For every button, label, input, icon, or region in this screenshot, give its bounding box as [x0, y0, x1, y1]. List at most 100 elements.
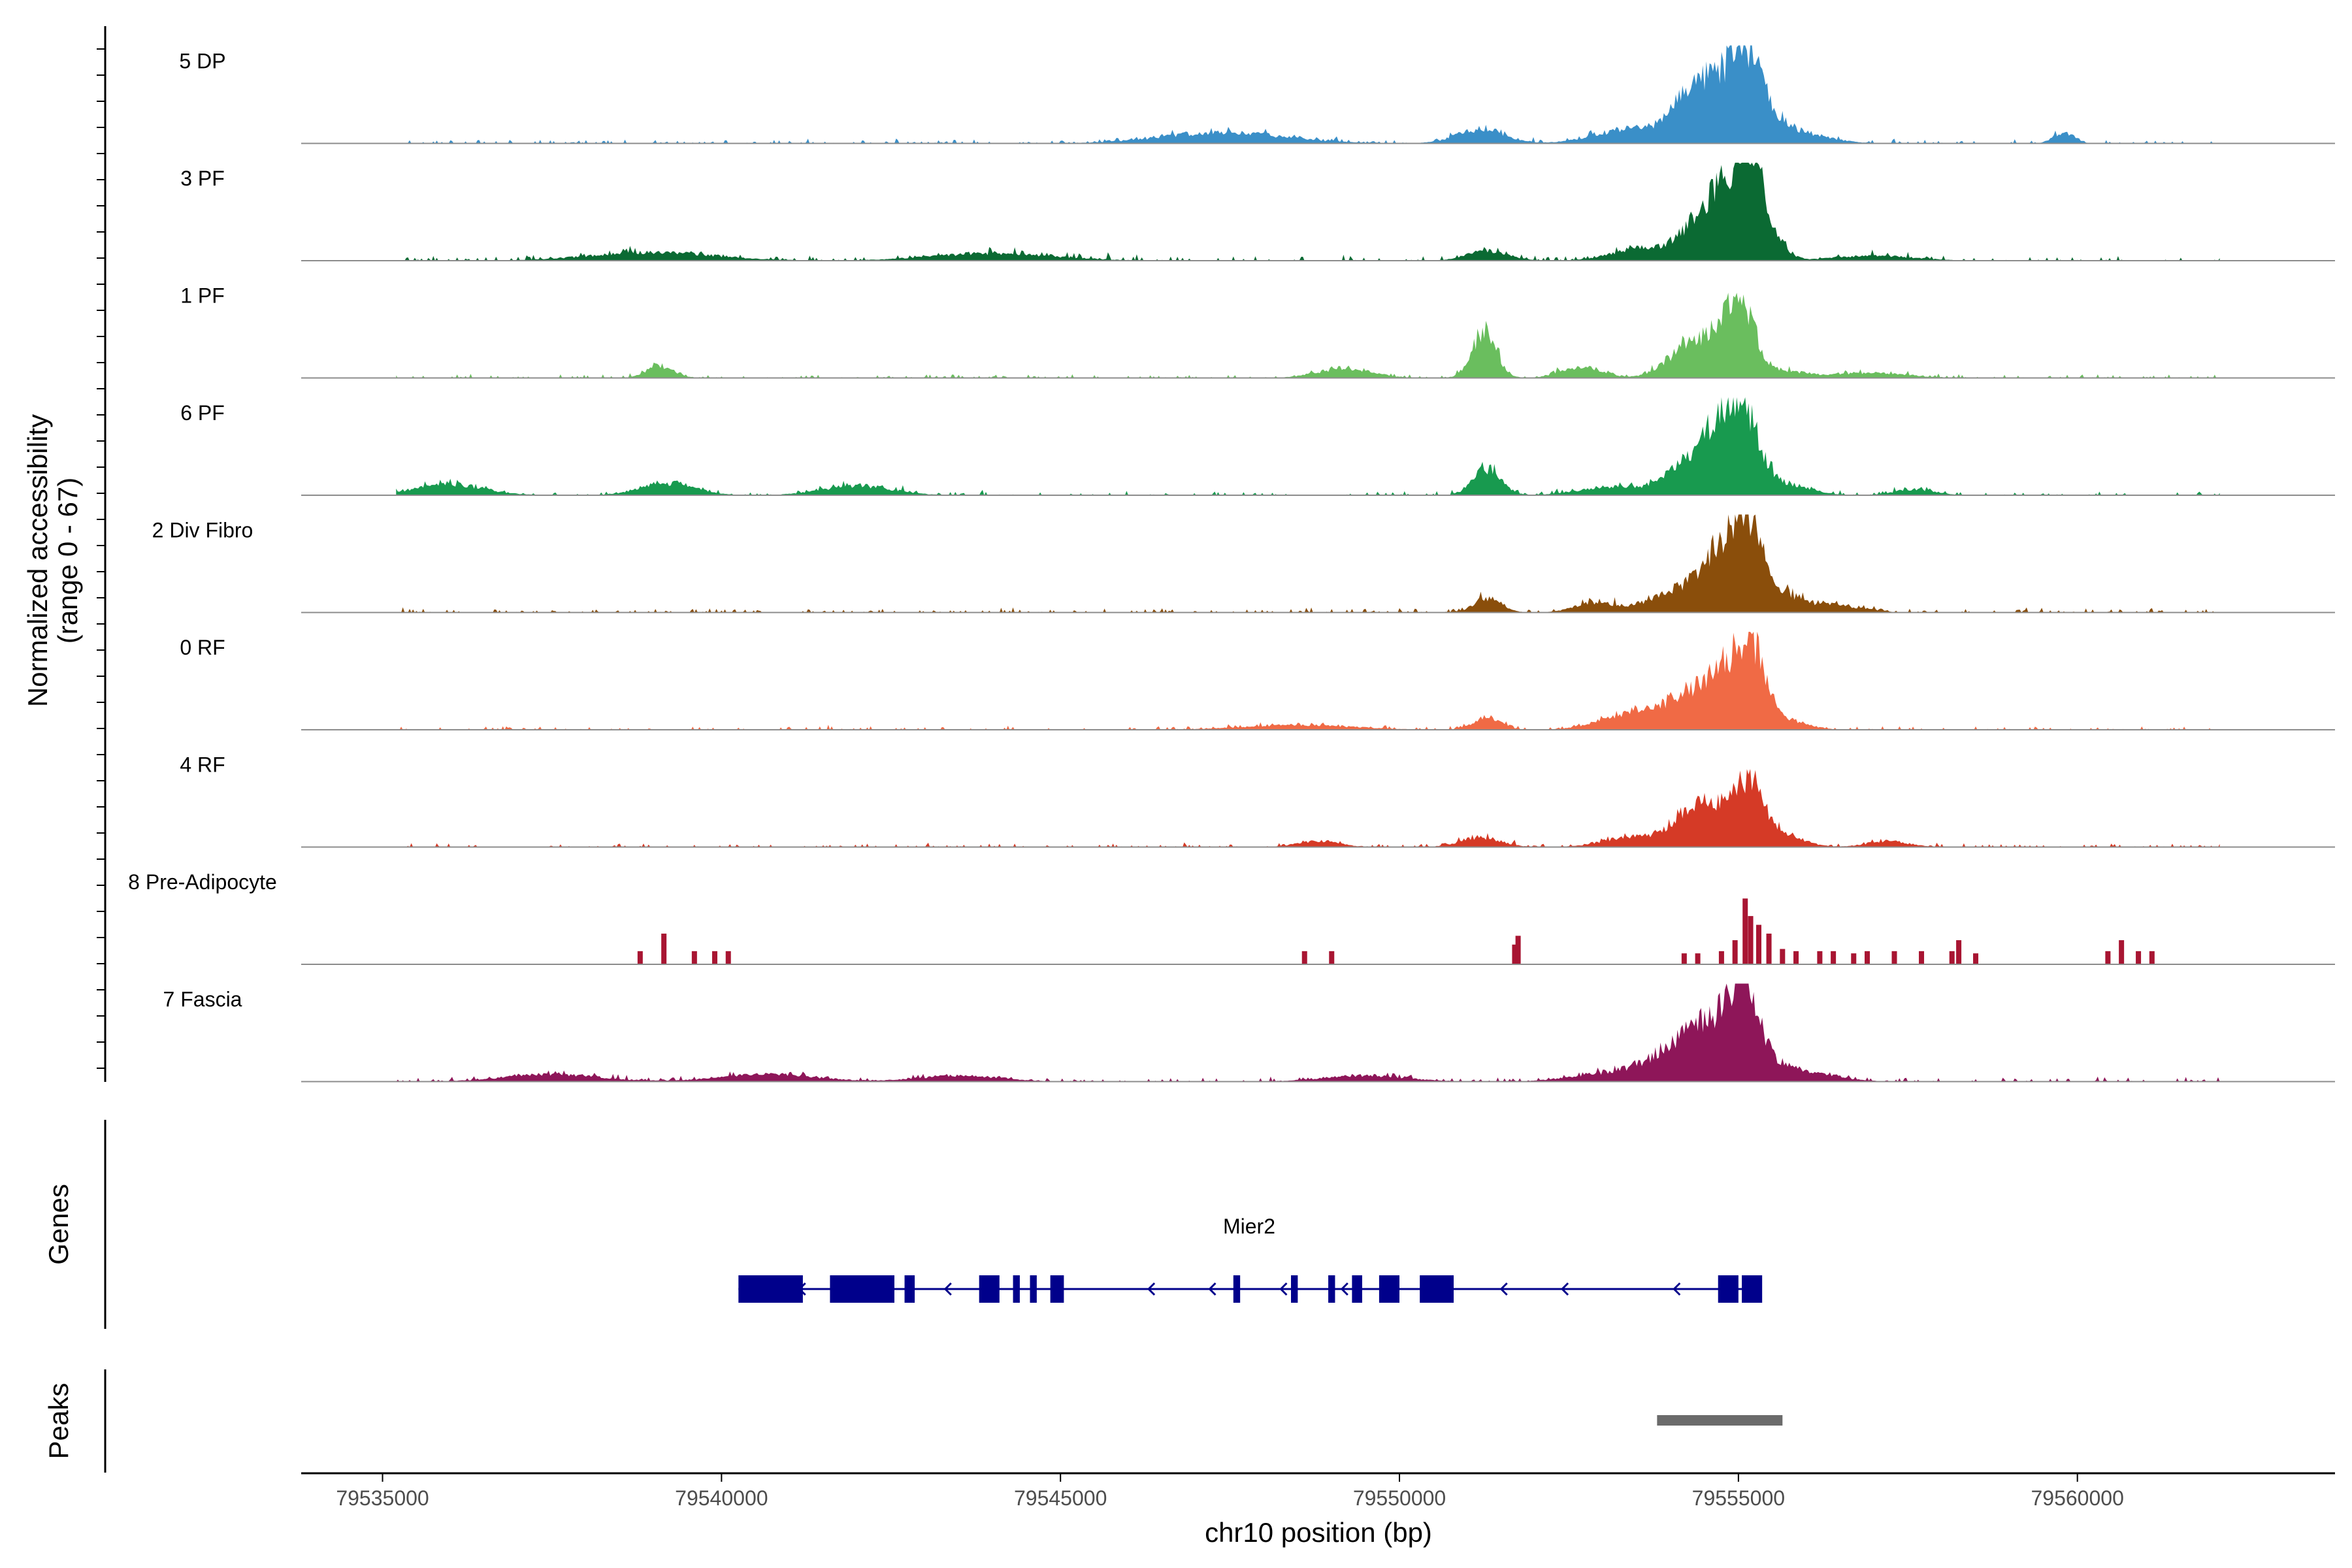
x-axis-ticks: 79535000 79540000 79545000 79550000 79555000…	[336, 1473, 2124, 1510]
gene-exon	[1420, 1275, 1454, 1303]
coverage-bar	[1718, 951, 1724, 964]
strand-arrow	[1673, 1282, 1681, 1296]
coverage-bar	[637, 951, 643, 964]
x-tick-label: 79540000	[675, 1486, 768, 1510]
coverage-area	[396, 397, 2220, 495]
gene-exon	[1352, 1275, 1362, 1303]
coverage-bar	[725, 951, 731, 964]
coverage-bar	[1301, 951, 1307, 964]
y-axis-ticks	[97, 48, 105, 1069]
coverage-bar	[1919, 951, 1925, 964]
coverage-bar	[1817, 951, 1823, 964]
peak-region	[1657, 1415, 1783, 1426]
peaks-panel-label: Peaks	[43, 1383, 74, 1460]
gene-model	[738, 1275, 1763, 1303]
genes-panel-label: Genes	[43, 1184, 74, 1265]
x-tick-label: 79560000	[2031, 1486, 2123, 1510]
coverage-area	[396, 983, 2220, 1082]
coverage-bar	[1780, 949, 1786, 964]
x-tick-label: 79535000	[336, 1486, 429, 1510]
track-8-pre-adipocyte: 8 Pre-Adipocyte	[128, 870, 2335, 965]
track-label: 3 PF	[180, 167, 225, 190]
coverage-bar	[2119, 940, 2125, 964]
strand-arrow	[1560, 1282, 1569, 1296]
x-tick-label: 79545000	[1014, 1486, 1107, 1510]
track-7-fascia: 7 Fascia	[163, 983, 2335, 1083]
gene-exon	[1290, 1275, 1298, 1303]
y-axis-range-label: (range 0 - 67)	[52, 478, 83, 644]
strand-arrow	[1208, 1282, 1217, 1296]
coverage-bar	[1831, 951, 1837, 964]
coverage-area	[396, 45, 2220, 144]
gene-exon	[1030, 1275, 1037, 1303]
coverage-bar	[1851, 953, 1857, 964]
coverage-area	[396, 163, 2220, 261]
coverage-bar	[2105, 951, 2111, 964]
track-4-rf: 4 RF	[180, 753, 2335, 848]
peak-regions	[1657, 1415, 1783, 1426]
track-6-pf: 6 PF	[180, 397, 2335, 496]
coverage-bar	[1973, 953, 1979, 964]
strand-arrow	[1499, 1282, 1508, 1296]
track-label: 4 RF	[180, 753, 225, 777]
gene-exon	[1742, 1275, 1763, 1303]
coverage-bar	[1793, 951, 1799, 964]
track-1-pf: 1 PF	[180, 284, 2335, 379]
coverage-bar	[1732, 940, 1738, 964]
track-label: 8 Pre-Adipocyte	[128, 870, 277, 894]
coverage-area	[396, 632, 2220, 730]
track-2-div-fibro: 2 Div Fibro	[152, 514, 2335, 613]
gene-exon	[1718, 1275, 1739, 1303]
coverage-bar	[1681, 953, 1687, 964]
coverage-bar	[1742, 898, 1748, 964]
coverage-bar	[1956, 940, 1962, 964]
track-label: 2 Div Fibro	[152, 519, 253, 542]
coverage-area	[396, 514, 2220, 613]
track-5-dp: 5 DP	[179, 45, 2335, 144]
coverage-bar	[2149, 951, 2155, 964]
coverage-bar	[1512, 944, 1518, 964]
x-tick-label: 79555000	[1692, 1486, 1785, 1510]
strand-arrow	[1340, 1282, 1348, 1296]
track-label: 0 RF	[180, 636, 225, 659]
strand-arrow	[943, 1282, 952, 1296]
coverage-bar	[1949, 951, 1955, 964]
coverage-area	[396, 293, 2220, 378]
gene-exon	[1013, 1275, 1020, 1303]
gene-exon	[830, 1275, 894, 1303]
gene-name-label: Mier2	[1223, 1215, 1275, 1238]
gene-exon	[904, 1275, 915, 1303]
coverage-tracks: 5 DP 3 PF 1 PF 6 PF 2 Div Fibro 0 RF 4 RF 8 Pre…	[128, 45, 2335, 1083]
strand-arrow	[1279, 1282, 1288, 1296]
coverage-area	[396, 769, 2220, 847]
x-tick-label: 79550000	[1353, 1486, 1446, 1510]
track-label: 7 Fascia	[163, 988, 242, 1011]
gene-exon	[1379, 1275, 1400, 1303]
gene-exon	[738, 1275, 803, 1303]
track-3-pf: 3 PF	[180, 163, 2335, 261]
coverage-bar	[661, 933, 667, 964]
coverage-bar	[711, 951, 717, 964]
coverage-bar	[1891, 951, 1897, 964]
strand-arrow	[1147, 1282, 1156, 1296]
coverage-bar	[1756, 924, 1761, 964]
gene-exon	[1050, 1275, 1064, 1303]
coverage-bar	[1748, 916, 1754, 964]
coverage-bar	[1766, 933, 1772, 964]
coverage-bar	[1329, 951, 1335, 964]
track-label: 6 PF	[180, 401, 225, 425]
coverage-bar	[1515, 936, 1521, 964]
coverage-bar	[1865, 951, 1870, 964]
y-axis-label: Normalized accessibility	[22, 414, 53, 707]
track-label: 5 DP	[179, 50, 225, 73]
coverage-bar	[691, 951, 697, 964]
gene-exon	[979, 1275, 1000, 1303]
gene-exon	[1328, 1275, 1335, 1303]
x-axis-label: chr10 position (bp)	[1205, 1517, 1432, 1548]
gene-exon	[1233, 1275, 1241, 1303]
track-label: 1 PF	[180, 284, 225, 308]
coverage-bar	[1695, 953, 1701, 964]
track-0-rf: 0 RF	[180, 632, 2335, 730]
coverage-bar	[2136, 951, 2142, 964]
